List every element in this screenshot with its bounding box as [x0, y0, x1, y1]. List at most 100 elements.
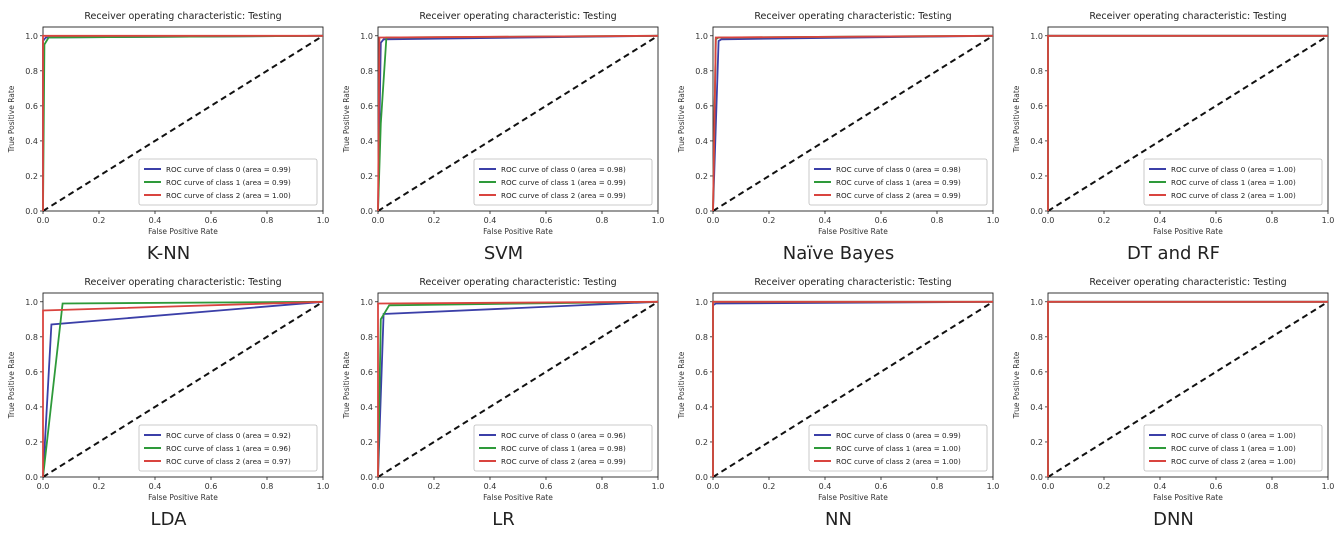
x-tick-label: 1.0 [652, 216, 665, 225]
legend-entry-label: ROC curve of class 0 (area = 1.00) [1171, 431, 1296, 440]
y-tick-label: 0.4 [360, 403, 373, 412]
y-tick-label: 0.8 [695, 333, 708, 342]
x-tick-label: 0.8 [596, 216, 609, 225]
roc-curve-class-2 [377, 300, 659, 477]
x-tick-label: 0.8 [261, 482, 274, 491]
chart-title: Receiver operating characteristic: Testi… [84, 11, 281, 22]
y-tick-label: 1.0 [695, 298, 708, 307]
model-caption: Naïve Bayes [782, 243, 895, 264]
legend-box [473, 424, 653, 472]
chance-diagonal-line [42, 34, 324, 212]
y-axis-label: True Positive Rate [7, 351, 16, 419]
model-caption: LDA [150, 509, 187, 530]
x-tick-label: 1.0 [1322, 216, 1335, 225]
y-tick-label: 0.6 [360, 368, 373, 377]
x-tick-label: 0.6 [1210, 482, 1223, 491]
y-tick-label: 1.0 [1030, 298, 1043, 307]
y-tick-label: 1.0 [360, 32, 373, 41]
legend-entry-label: ROC curve of class 2 (area = 1.00) [836, 457, 961, 466]
y-tick-label: 0.0 [695, 473, 708, 482]
legend-entry-label: ROC curve of class 1 (area = 0.98) [501, 444, 626, 453]
x-tick-label: 0.4 [149, 216, 162, 225]
y-tick-label: 0.6 [360, 102, 373, 111]
legend-entry-label: ROC curve of class 1 (area = 1.00) [1171, 444, 1296, 453]
x-tick-label: 0.4 [1154, 482, 1167, 491]
x-tick-label: 0.0 [372, 482, 385, 491]
roc-chart-panel: Receiver operating characteristic: Testi… [336, 267, 671, 533]
y-axis-label: True Positive Rate [342, 351, 351, 419]
y-tick-label: 0.4 [695, 137, 708, 146]
y-tick-label: 0.0 [360, 207, 373, 216]
y-tick-label: 0.0 [360, 473, 373, 482]
x-tick-label: 1.0 [317, 482, 330, 491]
roc-chart-panel: Receiver operating characteristic: Testi… [1006, 1, 1339, 267]
legend-entry-label: ROC curve of class 0 (area = 0.98) [501, 165, 626, 174]
y-tick-label: 0.2 [695, 438, 708, 447]
y-tick-label: 0.8 [360, 67, 373, 76]
x-tick-label: 0.8 [1266, 482, 1279, 491]
chart-title: Receiver operating characteristic: Testi… [1089, 277, 1286, 288]
legend-entry-label: ROC curve of class 0 (area = 0.99) [836, 431, 961, 440]
chance-diagonal-line [377, 34, 659, 212]
x-tick-label: 1.0 [987, 482, 1000, 491]
x-tick-label: 0.4 [1154, 216, 1167, 225]
roc-curve-class-1 [377, 300, 659, 478]
x-tick-label: 1.0 [987, 216, 1000, 225]
x-axis-label: False Positive Rate [148, 493, 218, 502]
chance-diagonal-line [42, 300, 324, 478]
chance-diagonal-line [712, 34, 994, 212]
legend-entry-label: ROC curve of class 2 (area = 0.97) [166, 457, 291, 466]
legend-entry-label: ROC curve of class 1 (area = 0.99) [166, 178, 291, 187]
legend-entry-label: ROC curve of class 0 (area = 1.00) [1171, 165, 1296, 174]
x-tick-label: 1.0 [1322, 482, 1335, 491]
y-axis-label: True Positive Rate [677, 85, 686, 153]
legend-box [138, 424, 318, 472]
model-caption: K-NN [146, 243, 191, 264]
x-tick-label: 0.2 [1098, 216, 1111, 225]
legend-box [808, 424, 988, 472]
x-tick-label: 0.2 [763, 216, 776, 225]
roc-curve-class-2 [42, 300, 324, 477]
x-tick-label: 0.8 [931, 482, 944, 491]
roc-chart-svg: Receiver operating characteristic: Testi… [677, 277, 1000, 502]
x-axis-label: False Positive Rate [818, 227, 888, 236]
y-tick-label: 0.2 [360, 172, 373, 181]
legend-box [138, 158, 318, 206]
roc-curve-class-2 [1047, 34, 1328, 211]
x-tick-label: 0.2 [93, 216, 106, 225]
x-tick-label: 0.4 [819, 482, 832, 491]
y-tick-label: 0.4 [360, 137, 373, 146]
x-tick-label: 0.0 [37, 216, 50, 225]
roc-chart-svg: Receiver operating characteristic: Testi… [1012, 11, 1335, 236]
model-caption: NN [825, 509, 852, 530]
x-tick-label: 1.0 [652, 482, 665, 491]
model-caption: SVM [483, 243, 524, 264]
model-caption: LR [492, 509, 515, 530]
chart-title: Receiver operating characteristic: Testi… [419, 11, 616, 22]
y-tick-label: 0.2 [360, 438, 373, 447]
x-tick-label: 0.0 [372, 216, 385, 225]
legend-entry-label: ROC curve of class 2 (area = 0.99) [501, 191, 626, 200]
x-tick-label: 0.4 [484, 216, 497, 225]
x-tick-label: 0.2 [428, 482, 441, 491]
roc-chart-panel: Receiver operating characteristic: Testi… [1, 267, 336, 533]
roc-chart-panel: Receiver operating characteristic: Testi… [1, 1, 336, 267]
roc-chart-panel: Receiver operating characteristic: Testi… [1006, 267, 1339, 533]
x-tick-label: 0.8 [931, 216, 944, 225]
x-tick-label: 0.6 [205, 216, 218, 225]
x-tick-label: 0.0 [707, 482, 720, 491]
legend-box [1143, 158, 1323, 206]
roc-chart-svg: Receiver operating characteristic: Testi… [342, 11, 665, 236]
y-tick-label: 0.8 [25, 67, 38, 76]
chart-title: Receiver operating characteristic: Testi… [1089, 11, 1286, 22]
y-tick-label: 0.4 [1030, 137, 1043, 146]
roc-chart-panel: Receiver operating characteristic: Testi… [336, 1, 671, 267]
y-axis-label: True Positive Rate [1012, 351, 1021, 419]
y-tick-label: 0.8 [360, 333, 373, 342]
roc-curve-class-2 [1047, 300, 1328, 477]
x-tick-label: 0.0 [37, 482, 50, 491]
y-tick-label: 0.6 [695, 102, 708, 111]
y-tick-label: 0.6 [25, 368, 38, 377]
legend-entry-label: ROC curve of class 2 (area = 0.99) [836, 191, 961, 200]
